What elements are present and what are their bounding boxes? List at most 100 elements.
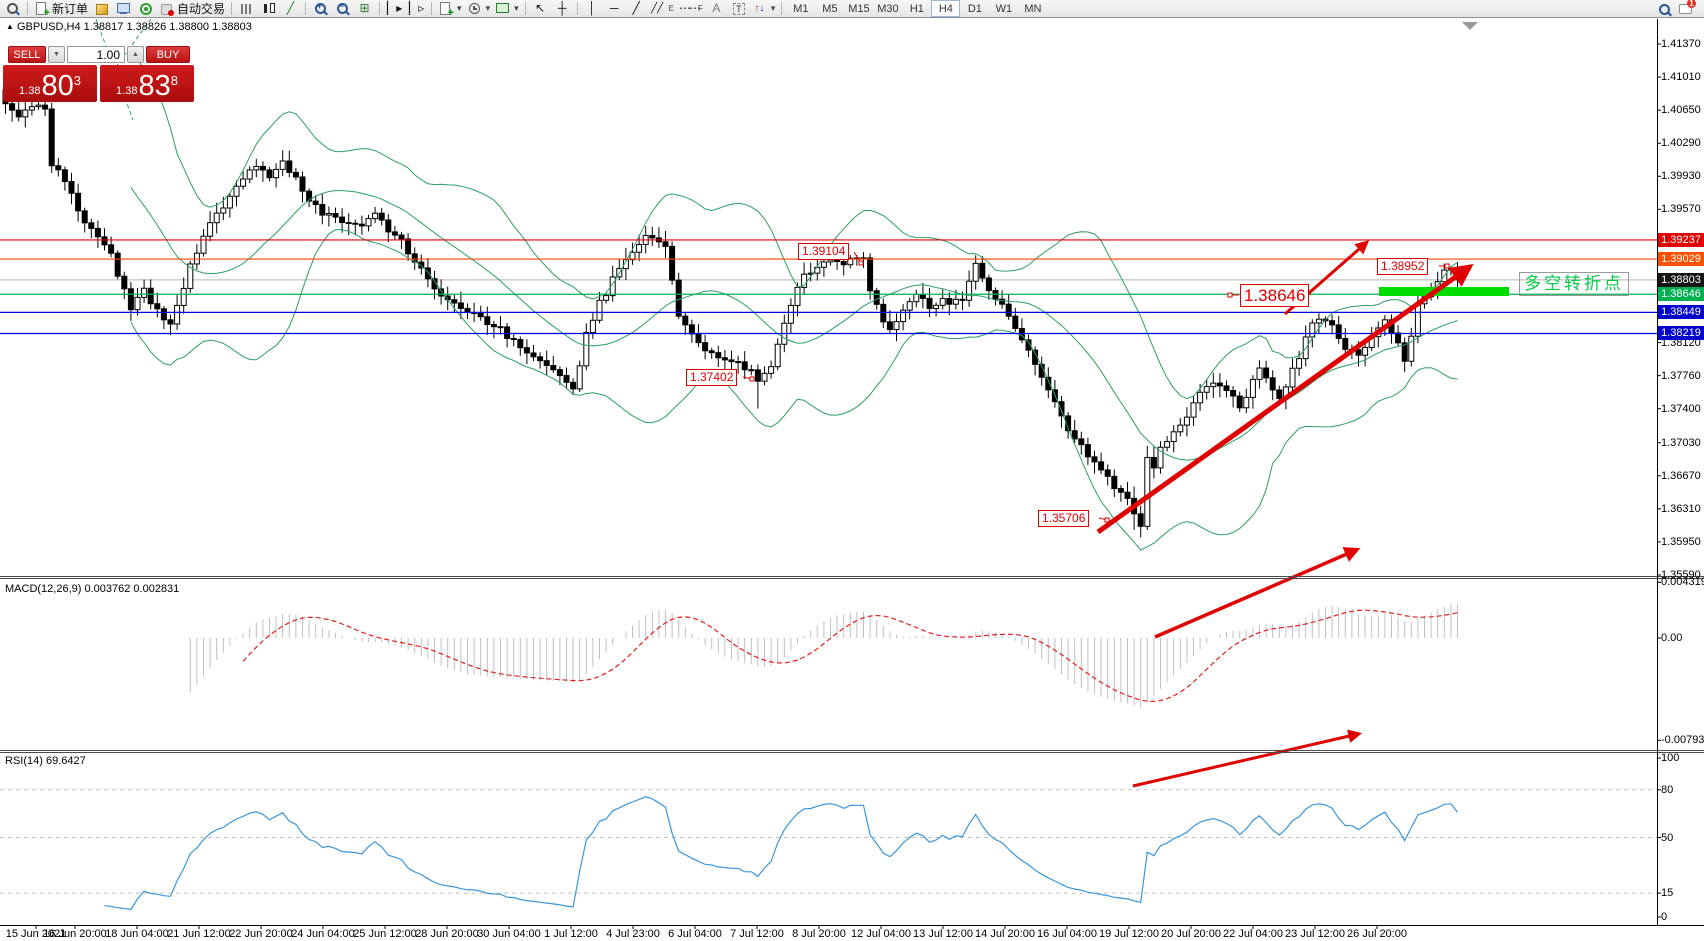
price-callout[interactable]: 1.37402: [686, 369, 738, 386]
macd-histogram: [189, 603, 1458, 708]
trendline-object[interactable]: [95, 18, 134, 121]
equidistant-channel-tool[interactable]: ╱╱ E: [651, 3, 674, 14]
timeframe-mn[interactable]: MN: [1024, 2, 1042, 15]
new-order-icon: +: [34, 1, 50, 19]
bollinger-upper: [130, 52, 1458, 400]
buy-button[interactable]: BUY: [146, 46, 190, 63]
trend-arrow[interactable]: [1096, 263, 1474, 535]
line-chart-button[interactable]: ╱: [280, 1, 301, 17]
data-window-button[interactable]: [113, 1, 134, 17]
zoom-out-button[interactable]: −: [332, 1, 353, 17]
add-indicator-icon: +: [438, 1, 454, 19]
candlestick-chart-button[interactable]: [258, 1, 279, 17]
data-window-icon: [116, 1, 131, 16]
timeframe-m30[interactable]: M30: [877, 2, 899, 15]
new-order-button[interactable]: + 新订单: [32, 1, 90, 19]
bar-chart-icon: [239, 1, 254, 16]
timeframe-h1[interactable]: H1: [909, 2, 924, 15]
right-shift-marker[interactable]: [1462, 22, 1478, 30]
crosshair-tool-button[interactable]: ┼: [552, 1, 573, 17]
sell-price-prefix: 1.38: [19, 85, 41, 97]
horizontal-line-tool[interactable]: ─: [604, 1, 625, 17]
timeframe-d1[interactable]: D1: [967, 2, 982, 15]
volume-input[interactable]: 1.00: [67, 46, 125, 63]
signal-icon: [138, 1, 153, 16]
buy-price-big: 83: [138, 70, 171, 102]
horizontal-line-icon: ─: [609, 1, 619, 15]
callout-anchor: [1104, 517, 1110, 523]
periods-button[interactable]: ▾: [465, 1, 493, 17]
tile-windows-button[interactable]: ⊞: [354, 1, 375, 17]
templates-button[interactable]: ▾: [493, 1, 521, 17]
sell-button[interactable]: SELL: [8, 46, 46, 63]
callout-anchor: [858, 260, 864, 266]
toolbar: + 新订单 自动交易 ╱ + − ⊞ ▏▸ ▏▹ + ▾ ▾ ▾ ↖ ┼ │ ─ …: [0, 0, 1704, 19]
timeframe-w1[interactable]: W1: [995, 2, 1013, 15]
fibonacci-tool[interactable]: ⋯⋯ F: [678, 1, 703, 15]
trendline-object[interactable]: [111, 18, 152, 73]
template-icon: [495, 1, 510, 16]
chart-icon[interactable]: [2, 1, 23, 17]
auto-scroll-icon: ▏▸: [387, 1, 403, 15]
price-callout[interactable]: 1.39104: [798, 243, 850, 260]
buy-price-prefix: 1.38: [116, 85, 138, 97]
vertical-line-icon: │: [588, 1, 596, 15]
sell-price-tile[interactable]: 1.38 80 3: [3, 65, 97, 102]
tile-windows-icon: ⊞: [359, 1, 370, 15]
bollinger-middle: [130, 186, 1458, 461]
zoom-in-button[interactable]: +: [310, 1, 331, 17]
price-callout[interactable]: 1.38646: [1240, 284, 1310, 307]
crosshair-icon: ┼: [557, 1, 567, 15]
bollinger-lower: [130, 228, 1458, 551]
volume-decrease-button[interactable]: ▼: [48, 46, 65, 63]
price-callout[interactable]: 1.38952: [1377, 258, 1429, 275]
trendline-icon: ╱: [632, 1, 640, 15]
price-callout[interactable]: 1.35706: [1038, 510, 1090, 527]
buy-price-pip: 8: [170, 73, 178, 88]
market-watch-button[interactable]: [91, 1, 112, 17]
candlestick-icon: [261, 1, 276, 16]
fibonacci-icon: ⋯⋯: [678, 1, 701, 15]
market-watch-icon: [94, 1, 109, 16]
notifications-button[interactable]: 1: [1675, 0, 1696, 17]
cursor-icon: ↖: [535, 1, 546, 15]
arrows-tool[interactable]: ↑↓ ▾: [750, 1, 778, 17]
callout-anchor: [1444, 263, 1450, 269]
support-zone-bar[interactable]: [1379, 287, 1509, 296]
buy-price-tile[interactable]: 1.38 83 8: [100, 65, 194, 102]
callout-anchor: [749, 376, 755, 382]
bar-chart-button[interactable]: [236, 1, 257, 17]
search-icon: [1656, 1, 1671, 16]
signals-button[interactable]: [135, 1, 156, 17]
chat-bubble-icon: 1: [1678, 0, 1696, 16]
timeframe-m15[interactable]: M15: [848, 2, 870, 15]
zoom-out-icon: −: [335, 1, 350, 16]
zoom-in-icon: +: [313, 1, 328, 16]
vertical-line-tool[interactable]: │: [582, 1, 603, 17]
timeframe-m1[interactable]: M1: [793, 2, 809, 15]
one-click-trading-panel: SELL ▼ 1.00 ▲ BUY 1.38 80 3 1.38 83 8: [3, 42, 195, 102]
timeframe-h4[interactable]: H4: [931, 0, 961, 17]
arrows-tool-icon: ↑↓: [754, 3, 765, 14]
add-indicator-button[interactable]: + ▾: [436, 1, 464, 19]
trend-arrow[interactable]: [1132, 729, 1363, 788]
clock-icon: [467, 1, 482, 16]
search-button[interactable]: [1653, 1, 1674, 17]
sell-price-pip: 3: [73, 73, 81, 88]
auto-trading-button[interactable]: 自动交易: [157, 1, 227, 17]
text-label-tool[interactable]: T: [728, 1, 749, 17]
auto-trading-icon: [159, 1, 175, 16]
new-order-label: 新订单: [52, 2, 89, 16]
auto-scroll-button[interactable]: ▏▸: [384, 1, 405, 17]
cursor-tool-button[interactable]: ↖: [530, 1, 551, 17]
volume-increase-button[interactable]: ▲: [127, 46, 144, 63]
chart-shift-button[interactable]: ▏▹: [406, 1, 427, 17]
text-label-icon: T: [731, 1, 746, 16]
notification-badge: 1: [1687, 0, 1696, 8]
trendline-tool[interactable]: ╱: [626, 1, 647, 17]
timeframe-m5[interactable]: M5: [822, 2, 838, 15]
trend-arrow[interactable]: [1154, 547, 1361, 639]
text-tool[interactable]: A: [706, 1, 727, 17]
